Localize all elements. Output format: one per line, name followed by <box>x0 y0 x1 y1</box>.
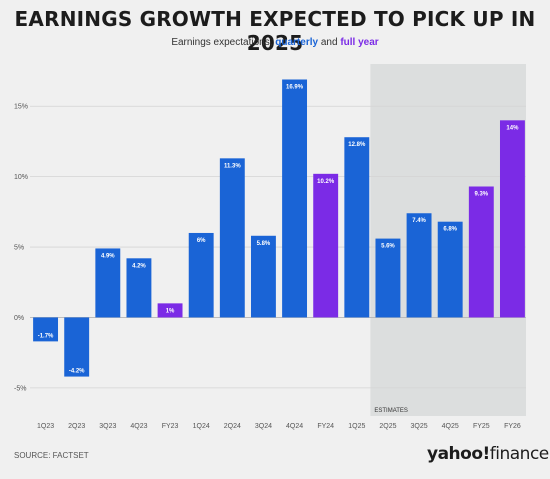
bar <box>33 317 59 342</box>
x-tick-label: 4Q24 <box>286 423 303 430</box>
x-tick-label: FY26 <box>504 423 521 430</box>
subtitle-and: and <box>318 37 341 48</box>
data-label: 5.8% <box>257 241 271 247</box>
logo-main: yahoo <box>427 444 483 464</box>
x-tick-label: 2Q23 <box>68 423 85 430</box>
bar <box>313 173 339 318</box>
x-tick-label: 3Q25 <box>411 423 428 430</box>
x-tick-label: 3Q23 <box>99 423 116 430</box>
data-label: -1.7% <box>38 333 54 339</box>
data-label: 11.3% <box>224 163 241 169</box>
y-tick-label: 5% <box>14 245 24 252</box>
y-tick-label: 10% <box>14 174 28 181</box>
x-tick-label: 1Q25 <box>348 423 365 430</box>
logo-bang: ! <box>482 444 491 464</box>
x-tick-label: FY25 <box>473 423 490 430</box>
data-label: 9.3% <box>474 191 488 197</box>
bar <box>64 317 90 377</box>
data-label: 7.4% <box>412 218 426 224</box>
x-tick-label: 4Q25 <box>442 423 459 430</box>
data-label: 1% <box>166 308 175 314</box>
subtitle-prefix: Earnings expectations, <box>171 37 276 48</box>
data-label: 4.2% <box>132 263 146 269</box>
x-tick-label: FY23 <box>162 423 179 430</box>
data-label: 16.9% <box>286 84 304 90</box>
bar <box>406 213 432 318</box>
bar <box>188 232 214 318</box>
bar <box>437 221 463 318</box>
y-tick-label: -5% <box>14 385 26 392</box>
bar <box>499 120 525 318</box>
data-label: 6.8% <box>443 227 457 233</box>
bar <box>250 235 276 318</box>
data-label: 10.2% <box>317 179 335 185</box>
y-tick-label: 15% <box>14 104 28 111</box>
bar <box>468 186 494 318</box>
data-label: 12.8% <box>348 142 366 148</box>
data-label: 6% <box>197 238 206 244</box>
x-tick-label: 3Q24 <box>255 423 272 430</box>
data-label: 14% <box>506 125 519 131</box>
chart-title: EARNINGS GROWTH EXPECTED TO PICK UP IN 2… <box>14 7 536 55</box>
x-tick-label: 1Q23 <box>37 423 54 430</box>
x-tick-label: 2Q24 <box>224 423 241 430</box>
x-tick-label: 4Q23 <box>130 423 147 430</box>
bar <box>282 79 308 318</box>
bar <box>126 258 152 318</box>
data-label: -4.2% <box>69 369 85 375</box>
chart-subtitle: Earnings expectations, quarterly and ful… <box>0 37 550 48</box>
bar <box>344 137 370 318</box>
source-note: SOURCE: FACTSET <box>14 451 89 460</box>
data-label: 4.9% <box>101 253 115 259</box>
estimates-label: ESTIMATES <box>374 408 408 414</box>
bar <box>157 303 183 318</box>
x-tick-label: 1Q24 <box>193 423 210 430</box>
subtitle-quarterly: quarterly <box>275 37 319 48</box>
bar <box>219 158 245 318</box>
data-label: 5.6% <box>381 244 395 250</box>
bar-chart: -5% 0% 5% 10% 15% ESTIMATES -1.7% 1Q23 -4.2% 2Q23… <box>14 64 526 430</box>
subtitle-full-year: full year <box>340 37 379 48</box>
yahoo-finance-logo: yahoo!finance <box>427 444 549 464</box>
bar <box>375 238 401 318</box>
x-tick-label: 2Q25 <box>379 423 396 430</box>
bar <box>95 248 121 318</box>
x-tick-label: FY24 <box>317 423 334 430</box>
y-tick-label: 0% <box>14 315 24 322</box>
logo-sub: finance <box>489 444 549 464</box>
